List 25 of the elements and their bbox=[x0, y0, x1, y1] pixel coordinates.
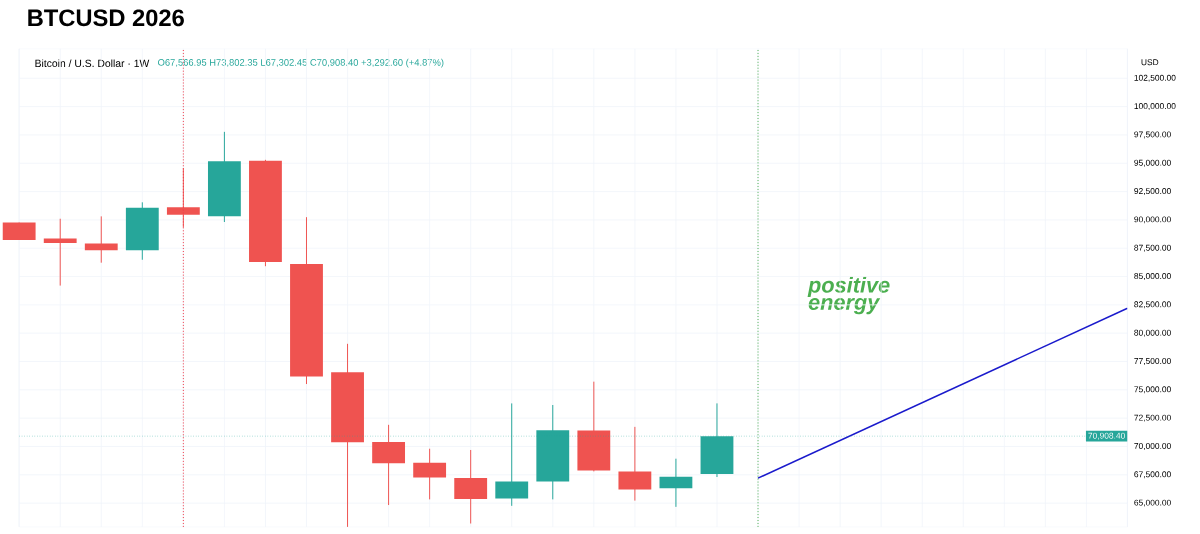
y-tick-label: 97,500.00 bbox=[1134, 131, 1171, 139]
y-tick-label: 102,500.00 bbox=[1134, 74, 1176, 82]
ref-line-label: 70,908.40 bbox=[1088, 432, 1125, 440]
y-tick-label: 77,500.00 bbox=[1134, 358, 1171, 366]
text: Bitcoin / U.S. Dollar · 1W bbox=[35, 59, 150, 68]
candlestick bbox=[43, 218, 77, 287]
y-tick-label: 80,000.00 bbox=[1134, 329, 1171, 337]
y-tick-label: 100,000.00 bbox=[1134, 103, 1176, 111]
y-tick-label: 75,000.00 bbox=[1134, 386, 1171, 394]
y-tick-label: 87,500.00 bbox=[1134, 244, 1171, 252]
y-tick-label: 82,500.00 bbox=[1134, 301, 1171, 309]
y-tick-label: 67,500.00 bbox=[1134, 471, 1171, 479]
y-tick-label: 85,000.00 bbox=[1134, 273, 1171, 281]
y-axis-title: USD bbox=[1141, 59, 1159, 66]
annotation: positive energy bbox=[807, 276, 890, 315]
candlestick bbox=[166, 167, 200, 229]
y-tick-label: 72,500.00 bbox=[1134, 414, 1171, 422]
chart-title: BTCUSD 2026 bbox=[28, 9, 184, 27]
y-tick-label: 70,000.00 bbox=[1134, 443, 1171, 451]
y-tick-label: 65,000.00 bbox=[1134, 499, 1171, 507]
y-tick-label: 90,000.00 bbox=[1134, 216, 1171, 224]
candlestick bbox=[84, 216, 118, 264]
y-tick-label: 92,500.00 bbox=[1134, 188, 1171, 196]
annotation: O67,566.95 H73,802.35 L67,302.45 C70,908.40 +3,292.60 (+4.87%) bbox=[158, 59, 444, 68]
y-tick-label: 95,000.00 bbox=[1134, 159, 1171, 167]
